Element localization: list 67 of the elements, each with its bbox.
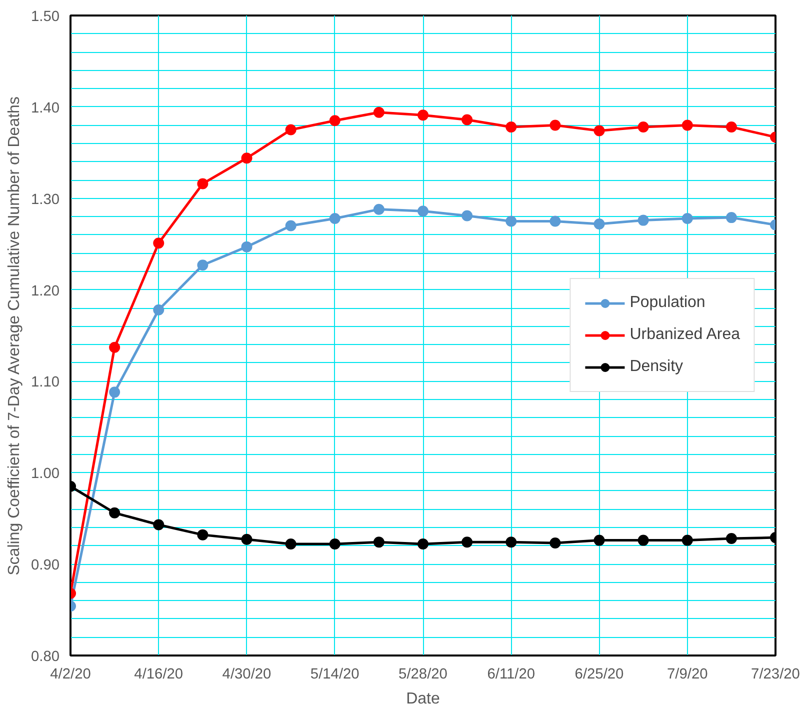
- point: [153, 238, 164, 249]
- x-tick-label: 4/2/20: [50, 666, 91, 682]
- point: [285, 124, 296, 136]
- y-tick-label: 0.80: [30, 649, 60, 665]
- point: [550, 120, 561, 131]
- point: [329, 538, 340, 550]
- point: [373, 204, 384, 215]
- y-tick-label: 0.90: [30, 558, 60, 574]
- point: [682, 212, 693, 224]
- point: [285, 220, 296, 232]
- point: [109, 386, 120, 398]
- point: [462, 536, 473, 548]
- point: [638, 214, 649, 226]
- point: [153, 519, 164, 530]
- point: [241, 534, 252, 545]
- point: [638, 122, 649, 133]
- point: [373, 106, 384, 118]
- point: [550, 538, 561, 549]
- legend-label: Urbanized Area: [630, 326, 740, 344]
- x-tick-label: 6/25/20: [574, 666, 624, 682]
- point: [462, 210, 473, 222]
- point: [506, 122, 517, 133]
- x-tick-label: 4/16/20: [134, 666, 184, 682]
- y-tick-label: 1.20: [30, 283, 60, 300]
- point: [418, 110, 428, 121]
- legend-label: Density: [630, 358, 684, 376]
- point: [197, 529, 208, 540]
- legend-label: Population: [630, 294, 706, 312]
- point: [594, 218, 605, 230]
- point: [329, 212, 340, 224]
- y-tick-label: 1.30: [30, 192, 60, 208]
- x-axis-title: Date: [406, 690, 440, 708]
- x-tick-label: 5/28/20: [398, 666, 448, 682]
- y-tick-label: 1.50: [30, 9, 60, 25]
- point: [418, 538, 428, 550]
- x-tick-label: 4/30/20: [222, 666, 272, 682]
- point: [682, 534, 693, 546]
- point: [726, 532, 737, 544]
- point: [638, 534, 649, 546]
- y-tick-label: 1.40: [30, 100, 60, 116]
- point: [462, 114, 473, 126]
- point: [594, 125, 605, 136]
- y-tick-label: 1.10: [30, 374, 60, 391]
- point: [109, 342, 120, 353]
- point: [682, 120, 693, 131]
- point: [506, 216, 517, 227]
- point: [418, 206, 428, 217]
- point: [594, 534, 605, 546]
- point: [241, 152, 252, 164]
- point: [285, 538, 296, 550]
- x-tick-label: 6/11/20: [487, 666, 536, 682]
- x-tick-label: 7/9/20: [667, 666, 708, 682]
- x-tick-label: 7/23/20: [751, 666, 800, 682]
- y-axis-title: Scaling Coefficient of 7-Day Average Cumulative Number of Deaths: [6, 96, 23, 576]
- point: [241, 241, 252, 252]
- point: [550, 216, 561, 227]
- point: [726, 122, 737, 133]
- point: [197, 178, 208, 190]
- y-tick-label: 1.00: [30, 466, 60, 482]
- point: [373, 536, 384, 548]
- point: [153, 304, 164, 316]
- point: [329, 115, 340, 126]
- point: [197, 260, 208, 271]
- point: [109, 507, 120, 518]
- x-tick-label: 5/14/20: [310, 666, 360, 682]
- point: [726, 212, 737, 224]
- point: [506, 536, 517, 548]
